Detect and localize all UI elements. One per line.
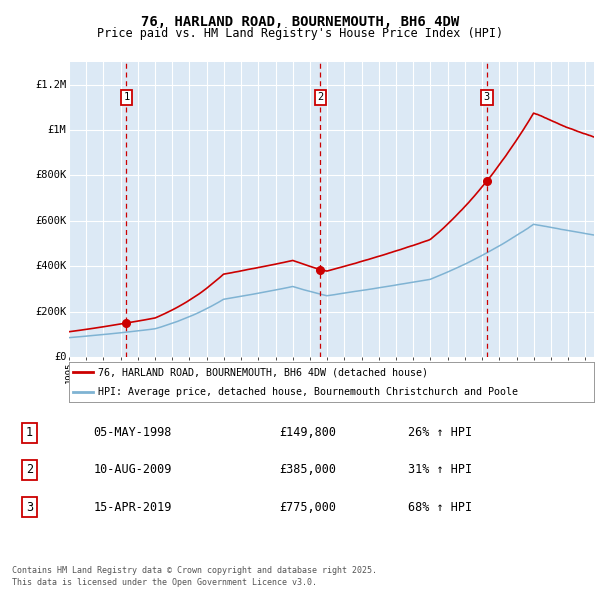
Text: £800K: £800K: [35, 171, 67, 181]
Text: £1M: £1M: [47, 125, 67, 135]
Text: £200K: £200K: [35, 307, 67, 317]
Text: 05-MAY-1998: 05-MAY-1998: [94, 426, 172, 440]
Text: 68% ↑ HPI: 68% ↑ HPI: [408, 500, 472, 514]
Text: 76, HARLAND ROAD, BOURNEMOUTH, BH6 4DW: 76, HARLAND ROAD, BOURNEMOUTH, BH6 4DW: [141, 15, 459, 29]
Text: £149,800: £149,800: [280, 426, 337, 440]
Text: 10-AUG-2009: 10-AUG-2009: [94, 463, 172, 477]
Text: Contains HM Land Registry data © Crown copyright and database right 2025.
This d: Contains HM Land Registry data © Crown c…: [12, 566, 377, 587]
Text: £775,000: £775,000: [280, 500, 337, 514]
Text: 15-APR-2019: 15-APR-2019: [94, 500, 172, 514]
Text: Price paid vs. HM Land Registry's House Price Index (HPI): Price paid vs. HM Land Registry's House …: [97, 27, 503, 40]
Text: HPI: Average price, detached house, Bournemouth Christchurch and Poole: HPI: Average price, detached house, Bour…: [98, 388, 518, 397]
Text: £1.2M: £1.2M: [35, 80, 67, 90]
Text: £385,000: £385,000: [280, 463, 337, 477]
Text: £0: £0: [54, 352, 67, 362]
Text: £600K: £600K: [35, 216, 67, 226]
Text: 3: 3: [484, 93, 490, 102]
Text: 1: 1: [26, 426, 33, 440]
Text: 26% ↑ HPI: 26% ↑ HPI: [408, 426, 472, 440]
Text: 2: 2: [317, 93, 323, 102]
Text: 3: 3: [26, 500, 33, 514]
Text: 31% ↑ HPI: 31% ↑ HPI: [408, 463, 472, 477]
Text: 1: 1: [124, 93, 130, 102]
Text: £400K: £400K: [35, 261, 67, 271]
Text: 2: 2: [26, 463, 33, 477]
Text: 76, HARLAND ROAD, BOURNEMOUTH, BH6 4DW (detached house): 76, HARLAND ROAD, BOURNEMOUTH, BH6 4DW (…: [98, 368, 428, 377]
